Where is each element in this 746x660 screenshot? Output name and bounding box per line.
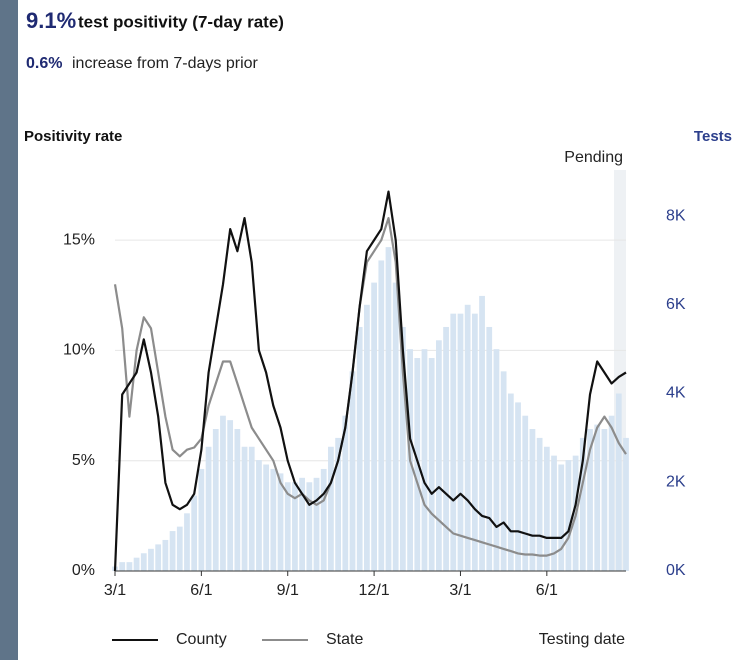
bar [587,429,593,571]
bar [507,393,514,571]
bar [191,495,198,571]
legend-label: State [326,631,363,648]
bar [270,468,277,571]
bar [119,562,126,571]
bar [450,313,457,571]
bar [623,437,629,571]
bar [601,429,608,571]
bar [551,455,557,571]
bar [443,326,449,571]
bar [400,326,406,571]
bar [522,415,529,571]
change-text: increase from 7-days prior [72,55,259,72]
x-tick-label: 3/1 [449,582,471,599]
y2-tick-label: 6K [666,296,686,313]
bar [414,358,421,571]
bar [198,468,205,571]
bar [493,349,500,571]
bar [349,371,356,571]
bar [335,437,341,571]
bar [515,402,521,571]
bar [320,468,327,571]
bar [543,446,550,571]
bar [169,531,176,571]
x-tick-label: 9/1 [277,582,299,599]
bar [342,415,349,571]
bar [263,464,270,571]
bar [256,460,262,571]
y-axis-title: Positivity rate [24,128,122,145]
bar [155,544,162,571]
y2-axis-title: Tests [694,128,732,145]
bar [284,482,291,571]
bar [176,526,183,571]
bar [479,295,485,571]
y-tick-label: 15% [63,231,95,248]
bar [248,446,255,571]
bar [378,260,385,571]
bar [536,437,543,571]
bar [608,415,615,571]
x-axis-title: Testing date [539,631,625,648]
bar [579,437,586,571]
bar [148,548,154,571]
bar [184,513,190,571]
bar [140,553,147,571]
bar [227,420,234,571]
bar [313,477,320,571]
x-tick-label: 12/1 [359,582,390,599]
bar [594,424,601,571]
bar [328,446,334,571]
bar [471,313,478,571]
bar [500,371,507,571]
bar [162,539,169,571]
bar [241,446,248,571]
y2-tick-label: 4K [666,385,686,402]
y2-tick-label: 8K [666,207,686,224]
bar [205,446,212,571]
y-tick-label: 5% [72,452,95,469]
bar [558,464,565,571]
bar [486,326,493,571]
headline-text: test positivity (7-day rate) [78,12,284,31]
x-tick-label: 6/1 [536,582,558,599]
bar [371,282,377,571]
bar [615,393,622,571]
side-strip [0,0,18,660]
bar [292,482,298,571]
y2-tick-label: 0K [666,562,686,579]
x-tick-label: 6/1 [190,582,212,599]
bar [234,429,241,571]
bar [277,473,284,571]
pending-label: Pending [564,149,623,166]
bar [457,313,464,571]
legend-label: County [176,631,227,648]
y-tick-label: 10% [63,342,95,359]
bar [428,358,435,571]
bar [421,349,428,571]
bar [529,429,536,571]
bar [126,562,133,571]
headline-value: 9.1% [26,8,76,33]
y-tick-label: 0% [72,562,95,579]
bar [464,304,471,571]
bar [356,326,363,571]
bar [220,415,226,571]
bar [299,477,306,571]
x-tick-label: 3/1 [104,582,126,599]
bar [133,557,140,571]
bar [385,247,392,572]
bar [392,282,399,571]
bar [212,429,219,571]
bar [364,304,370,571]
bar [565,460,572,571]
bar [435,340,442,571]
change-value: 0.6% [26,55,62,72]
line-2 [113,190,627,572]
bar [306,482,313,571]
y2-tick-label: 2K [666,473,686,490]
line-1 [113,217,627,557]
